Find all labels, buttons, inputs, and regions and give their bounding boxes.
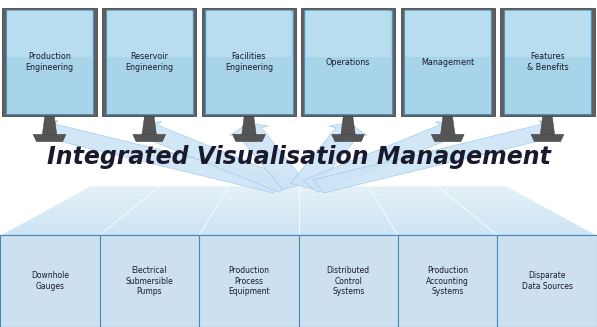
Text: Production
Accounting
Systems: Production Accounting Systems — [426, 266, 469, 297]
Polygon shape — [142, 116, 156, 134]
Polygon shape — [0, 234, 597, 235]
Polygon shape — [33, 134, 66, 142]
Polygon shape — [207, 10, 291, 57]
Polygon shape — [0, 235, 597, 327]
Polygon shape — [42, 116, 57, 134]
Polygon shape — [60, 201, 537, 203]
Polygon shape — [48, 208, 549, 209]
Polygon shape — [441, 116, 455, 134]
Polygon shape — [291, 123, 367, 189]
Polygon shape — [404, 10, 491, 114]
Polygon shape — [199, 235, 298, 327]
Polygon shape — [3, 232, 594, 234]
Text: Operations: Operations — [326, 58, 370, 67]
Text: Features
& Benefits: Features & Benefits — [527, 52, 568, 72]
Text: Integrated Visualisation Management: Integrated Visualisation Management — [47, 145, 550, 169]
Polygon shape — [405, 10, 490, 57]
Polygon shape — [87, 186, 510, 188]
Polygon shape — [202, 8, 296, 116]
Polygon shape — [230, 123, 306, 189]
Polygon shape — [232, 134, 266, 142]
Text: Downhole
Gauges: Downhole Gauges — [31, 271, 69, 291]
Polygon shape — [39, 213, 558, 214]
Polygon shape — [12, 227, 585, 229]
Polygon shape — [9, 229, 588, 231]
Polygon shape — [341, 116, 355, 134]
Polygon shape — [78, 191, 519, 193]
Polygon shape — [63, 199, 534, 201]
Polygon shape — [431, 134, 464, 142]
Polygon shape — [242, 116, 256, 134]
Polygon shape — [51, 206, 546, 208]
Polygon shape — [205, 10, 293, 114]
Text: Disparate
Data Sources: Disparate Data Sources — [522, 271, 573, 291]
Polygon shape — [6, 10, 93, 114]
Text: Electrical
Submersible
Pumps: Electrical Submersible Pumps — [125, 266, 173, 297]
Polygon shape — [332, 134, 364, 142]
Polygon shape — [2, 8, 97, 116]
Polygon shape — [66, 198, 531, 199]
Polygon shape — [18, 224, 579, 226]
Text: Production
Engineering: Production Engineering — [26, 52, 73, 72]
Text: Facilities
Engineering: Facilities Engineering — [225, 52, 273, 72]
Polygon shape — [69, 196, 528, 198]
Polygon shape — [500, 8, 595, 116]
Text: Management: Management — [421, 58, 474, 67]
Polygon shape — [398, 235, 497, 327]
Polygon shape — [81, 190, 516, 191]
Polygon shape — [30, 217, 567, 219]
Polygon shape — [45, 209, 552, 211]
Polygon shape — [106, 10, 193, 114]
Polygon shape — [24, 221, 573, 222]
Polygon shape — [7, 10, 92, 57]
Polygon shape — [41, 120, 284, 193]
Polygon shape — [497, 235, 597, 327]
Polygon shape — [304, 10, 392, 114]
Polygon shape — [72, 195, 525, 196]
Polygon shape — [505, 10, 590, 57]
Polygon shape — [133, 134, 166, 142]
Polygon shape — [306, 10, 390, 57]
Polygon shape — [540, 116, 555, 134]
Polygon shape — [15, 226, 582, 227]
Polygon shape — [298, 235, 398, 327]
Polygon shape — [84, 188, 513, 190]
Polygon shape — [42, 211, 555, 213]
Polygon shape — [313, 120, 556, 193]
Text: Production
Process
Equipment: Production Process Equipment — [228, 266, 270, 297]
Polygon shape — [504, 10, 591, 114]
Polygon shape — [36, 214, 561, 216]
Polygon shape — [303, 122, 460, 192]
Polygon shape — [107, 10, 192, 57]
Polygon shape — [100, 235, 199, 327]
Text: Distributed
Control
Systems: Distributed Control Systems — [327, 266, 370, 297]
Polygon shape — [75, 193, 522, 195]
Polygon shape — [137, 122, 294, 192]
Polygon shape — [27, 219, 570, 221]
Polygon shape — [531, 134, 564, 142]
Polygon shape — [57, 203, 540, 204]
Polygon shape — [54, 204, 543, 206]
Polygon shape — [0, 235, 100, 327]
Polygon shape — [401, 8, 495, 116]
Polygon shape — [301, 8, 395, 116]
Polygon shape — [6, 231, 591, 232]
Polygon shape — [102, 8, 196, 116]
Polygon shape — [33, 216, 564, 217]
Text: Reservoir
Engineering: Reservoir Engineering — [125, 52, 173, 72]
Polygon shape — [21, 222, 576, 224]
